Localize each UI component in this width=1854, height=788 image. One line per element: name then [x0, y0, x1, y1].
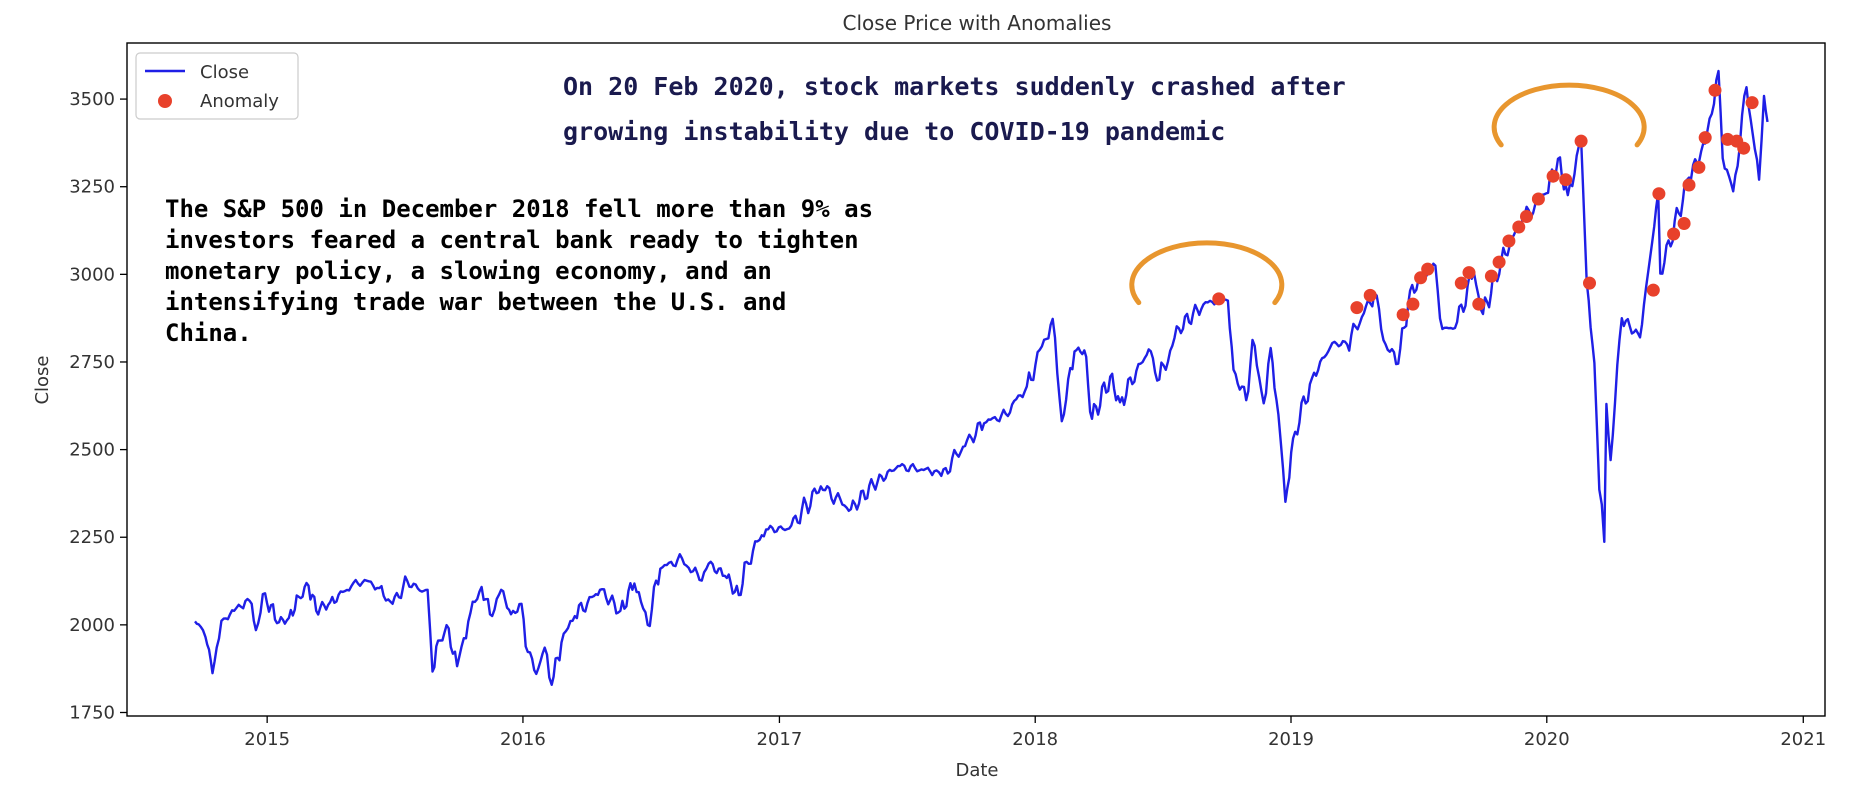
x-tick-label: 2021 [1780, 729, 1826, 750]
anomaly-point [1472, 297, 1486, 311]
x-axis-ticks: 2015 2016 2017 2018 2019 2020 2021 [244, 716, 1826, 750]
anomaly-point [1574, 134, 1588, 148]
anomaly-point [1414, 271, 1428, 285]
anomaly-point [1652, 187, 1666, 201]
series-line-close [194, 69, 1769, 686]
dec-2018-annotation-line-3: monetary policy, a slowing economy, and … [165, 257, 772, 285]
dec-2018-annotation-line-5: China. [165, 319, 252, 347]
anomaly-point [1462, 266, 1476, 280]
anomaly-point [1745, 96, 1759, 110]
anomaly-point [1406, 297, 1420, 311]
covid-annotation-line-2: growing instability due to COVID-19 pand… [563, 117, 1225, 146]
anomaly-point [1698, 131, 1712, 145]
x-tick-label: 2018 [1012, 729, 1058, 750]
dec-2018-annotation-line-4: intensifying trade war between the U.S. … [165, 288, 786, 316]
legend-box [135, 52, 299, 120]
anomaly-point [1492, 255, 1506, 269]
anomaly-point [1531, 192, 1545, 206]
anomaly-point [1667, 227, 1681, 241]
y-tick-label: 3000 [69, 264, 115, 285]
y-axis-ticks: 1750 2000 2250 2500 2750 3000 3250 3500 [69, 89, 127, 723]
anomaly-point [1708, 83, 1722, 97]
legend: Close Anomaly [135, 52, 299, 120]
y-tick-label: 2500 [69, 440, 115, 461]
anomaly-point [1502, 234, 1516, 248]
anomaly-point [1363, 288, 1377, 302]
anomaly-point [1546, 169, 1560, 183]
chart-title: Close Price with Anomalies [843, 11, 1112, 35]
y-tick-label: 2000 [69, 615, 115, 636]
highlight-arc [1491, 82, 1647, 148]
anomaly-point [1692, 160, 1706, 174]
y-tick-label: 2250 [69, 527, 115, 548]
anomaly-point [1682, 178, 1696, 192]
anomaly-point [1559, 173, 1573, 187]
y-axis-label: Close [32, 355, 53, 404]
anomaly-point [1583, 276, 1596, 290]
legend-label-anomaly: Anomaly [200, 91, 279, 112]
x-tick-label: 2019 [1268, 729, 1314, 750]
highlight-arcs [1129, 82, 1647, 306]
dec-2018-annotation-line-2: investors feared a central bank ready to… [165, 226, 859, 254]
anomaly-point [1677, 217, 1691, 230]
x-tick-label: 2017 [757, 729, 803, 750]
y-tick-label: 1750 [69, 702, 115, 723]
highlight-arc [1129, 240, 1285, 306]
legend-marker-anomaly [158, 94, 172, 108]
anomaly-point [1520, 210, 1533, 223]
x-axis-label: Date [955, 760, 998, 781]
series-layer [194, 69, 1769, 686]
y-tick-label: 3500 [69, 89, 115, 110]
anomaly-point [1212, 292, 1226, 306]
anomaly-layer [1212, 83, 1759, 322]
covid-annotation-line-1: On 20 Feb 2020, stock markets suddenly c… [563, 72, 1346, 101]
anomaly-point [1350, 301, 1364, 315]
anomaly-point [1396, 308, 1410, 322]
legend-label-close: Close [200, 62, 249, 83]
x-tick-label: 2015 [244, 729, 290, 750]
y-tick-label: 2750 [69, 352, 115, 373]
x-tick-label: 2016 [500, 729, 546, 750]
anomaly-point [1421, 262, 1435, 276]
anomaly-point [1454, 276, 1468, 290]
anomaly-point [1646, 283, 1660, 297]
anomaly-point [1512, 220, 1526, 234]
dec-2018-annotation-line-1: The S&P 500 in December 2018 fell more t… [165, 195, 873, 223]
anomaly-point [1737, 141, 1751, 155]
y-tick-label: 3250 [69, 177, 115, 198]
plot-area [126, 42, 1826, 717]
anomaly-point [1484, 269, 1498, 283]
dec-2018-annotation: The S&P 500 in December 2018 fell more t… [165, 195, 873, 347]
covid-annotation: On 20 Feb 2020, stock markets suddenly c… [563, 72, 1346, 146]
x-tick-label: 2020 [1524, 729, 1570, 750]
